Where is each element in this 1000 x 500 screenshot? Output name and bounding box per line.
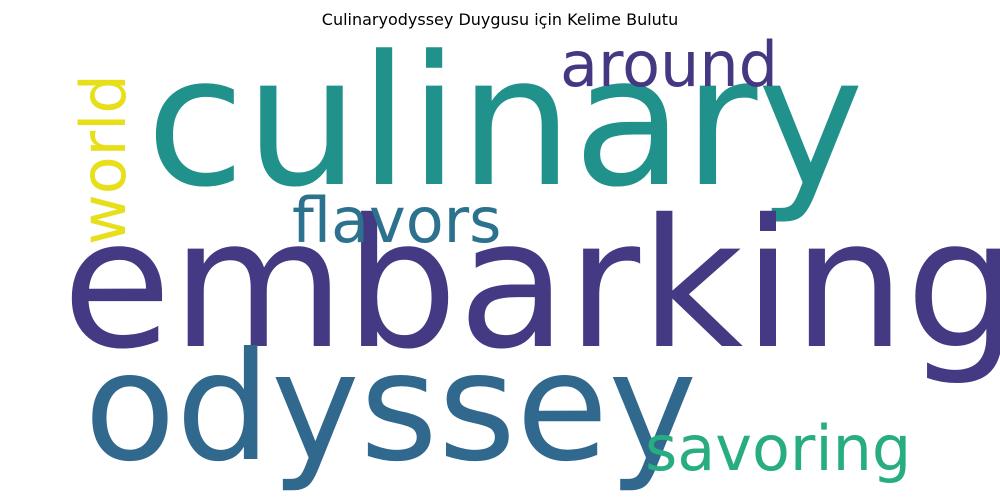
word-odyssey: odyssey [84, 321, 698, 495]
word-flavors: flavors [292, 184, 502, 257]
figure-title: Culinaryodyssey Duygusu için Kelime Bulu… [321, 10, 679, 29]
word-savoring: savoring [645, 412, 912, 485]
word-world: world [67, 74, 140, 245]
word-embarking: embarking [62, 181, 1000, 388]
word-culinary: culinary [146, 18, 864, 227]
word-around: around [560, 28, 778, 101]
